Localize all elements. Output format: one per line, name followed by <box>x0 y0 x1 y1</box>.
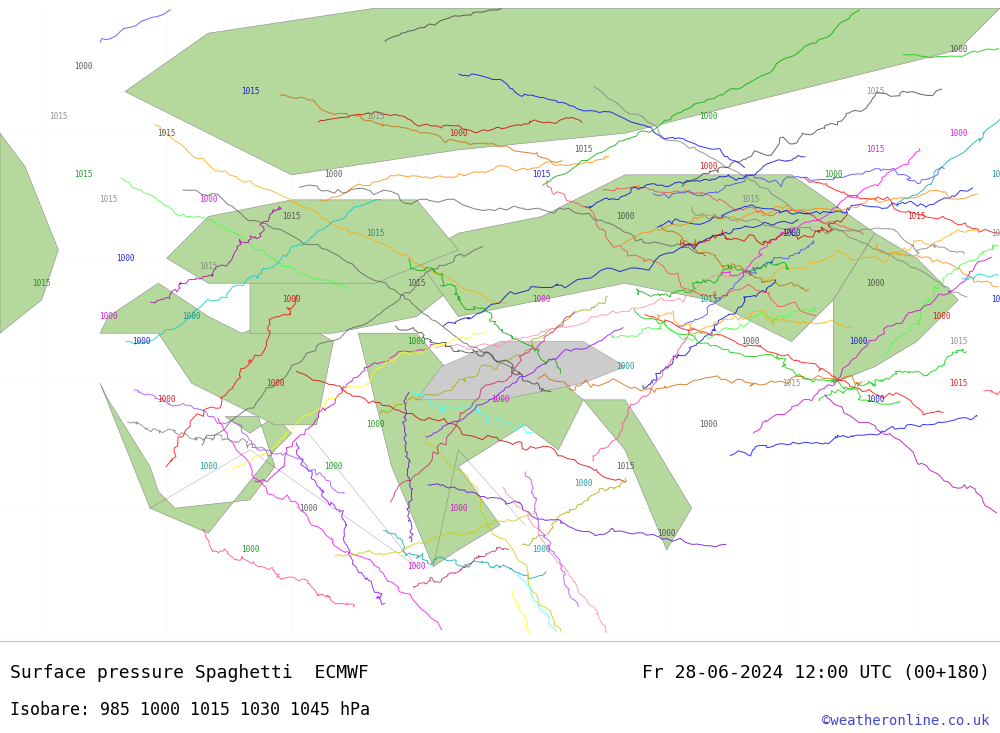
Text: 1015: 1015 <box>282 212 301 221</box>
Text: 1015: 1015 <box>699 295 718 304</box>
Text: 1000: 1000 <box>532 545 551 554</box>
Text: 1015: 1015 <box>949 337 968 346</box>
Text: 1000: 1000 <box>74 62 93 71</box>
Polygon shape <box>125 8 1000 175</box>
Text: 1015: 1015 <box>782 379 801 388</box>
Text: 1015: 1015 <box>199 262 218 271</box>
Text: Surface pressure Spaghetti  ECMWF: Surface pressure Spaghetti ECMWF <box>10 664 369 682</box>
Text: Isobare: 985 1000 1015 1030 1045 hPa: Isobare: 985 1000 1015 1030 1045 hPa <box>10 701 370 719</box>
Text: 1015: 1015 <box>866 145 884 155</box>
Text: 1000: 1000 <box>241 545 259 554</box>
Text: 1000: 1000 <box>132 337 151 346</box>
Text: 1000: 1000 <box>782 229 801 237</box>
Text: 1000: 1000 <box>199 196 218 205</box>
Text: 1015: 1015 <box>866 87 884 96</box>
Text: 1015: 1015 <box>49 112 68 121</box>
Text: ©weatheronline.co.uk: ©weatheronline.co.uk <box>822 715 990 729</box>
Text: 1000: 1000 <box>699 420 718 430</box>
Text: 1000: 1000 <box>299 504 318 512</box>
Text: 1015: 1015 <box>407 279 426 287</box>
Text: 1000: 1000 <box>491 395 509 405</box>
Text: 1015: 1015 <box>366 112 384 121</box>
Text: 1015: 1015 <box>366 229 384 237</box>
Text: 1015: 1015 <box>741 196 759 205</box>
Polygon shape <box>167 200 458 283</box>
Polygon shape <box>417 175 875 342</box>
Text: 1000: 1000 <box>741 337 759 346</box>
Text: 1015: 1015 <box>949 379 968 388</box>
Text: 1000: 1000 <box>324 462 343 471</box>
Text: 1000: 1000 <box>282 295 301 304</box>
Polygon shape <box>100 383 292 533</box>
Text: 1000: 1000 <box>449 129 468 138</box>
Text: 1000: 1000 <box>532 295 551 304</box>
Text: 1000: 1000 <box>407 562 426 571</box>
Text: Fr 28-06-2024 12:00 UTC (00+180): Fr 28-06-2024 12:00 UTC (00+180) <box>642 664 990 682</box>
Text: 1000: 1000 <box>699 112 718 121</box>
Text: 1015: 1015 <box>32 279 51 287</box>
Text: 1000: 1000 <box>991 295 1000 304</box>
Polygon shape <box>833 233 958 383</box>
Text: 1000: 1000 <box>616 212 634 221</box>
Polygon shape <box>583 400 692 550</box>
Text: 1000: 1000 <box>366 420 384 430</box>
Text: 1000: 1000 <box>324 170 343 180</box>
Text: 1000: 1000 <box>99 312 118 321</box>
Text: 1015: 1015 <box>991 229 1000 237</box>
Text: 1000: 1000 <box>199 462 218 471</box>
Text: 1015: 1015 <box>532 170 551 180</box>
Text: 1015: 1015 <box>616 462 634 471</box>
Polygon shape <box>417 342 625 400</box>
Text: 1000: 1000 <box>116 254 134 262</box>
Polygon shape <box>250 216 458 334</box>
Text: 1000: 1000 <box>949 45 968 54</box>
Text: 1000: 1000 <box>449 504 468 512</box>
Text: 1000: 1000 <box>657 528 676 538</box>
Text: 1000: 1000 <box>991 170 1000 180</box>
Text: 1000: 1000 <box>699 162 718 171</box>
Text: 1000: 1000 <box>866 395 884 405</box>
Text: 1000: 1000 <box>616 362 634 371</box>
Text: 1000: 1000 <box>824 170 843 180</box>
Text: 1015: 1015 <box>907 212 926 221</box>
Text: 1000: 1000 <box>574 479 593 487</box>
Text: 1015: 1015 <box>74 170 93 180</box>
Polygon shape <box>100 283 333 425</box>
Text: 1000: 1000 <box>849 337 868 346</box>
Text: 1000: 1000 <box>157 395 176 405</box>
Text: 1000: 1000 <box>866 279 884 287</box>
Text: 1000: 1000 <box>182 312 201 321</box>
Polygon shape <box>358 334 583 567</box>
Text: 1015: 1015 <box>574 145 593 155</box>
Text: 1000: 1000 <box>407 337 426 346</box>
Polygon shape <box>0 133 58 334</box>
Text: 1000: 1000 <box>949 129 968 138</box>
Text: 1015: 1015 <box>157 129 176 138</box>
Text: 1000: 1000 <box>932 312 951 321</box>
Text: 1015: 1015 <box>241 87 259 96</box>
Text: 1015: 1015 <box>99 196 118 205</box>
Text: 1000: 1000 <box>266 379 284 388</box>
